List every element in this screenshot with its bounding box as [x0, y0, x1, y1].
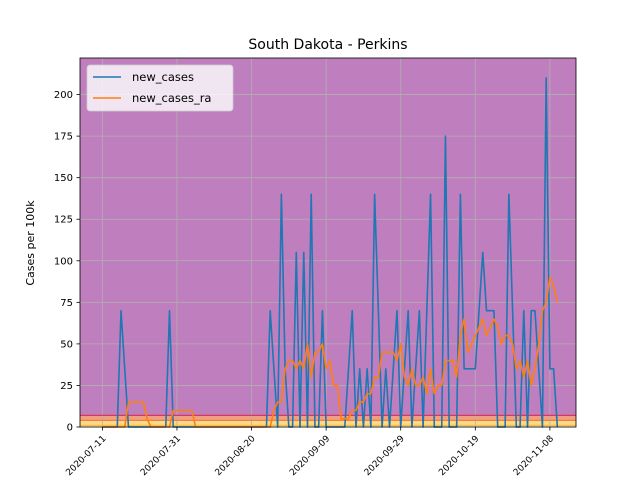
y-tick-label: 175 — [54, 132, 73, 143]
y-tick-label: 0 — [67, 423, 73, 434]
legend: new_cases new_cases_ra — [86, 64, 234, 112]
x-tick-label: 2020-07-31 — [139, 434, 183, 478]
x-tick-label: 2020-09-29 — [363, 434, 407, 478]
x-tick-label: 2020-10-19 — [437, 434, 481, 478]
background-band-1 — [80, 415, 576, 421]
background-band-2 — [80, 420, 576, 426]
legend-label-new_cases: new_cases — [132, 70, 194, 84]
y-tick-label: 100 — [54, 256, 73, 267]
y-tick-label: 125 — [54, 215, 73, 226]
background-band-0 — [80, 58, 576, 416]
x-tick-label: 2020-07-11 — [64, 434, 108, 478]
series-lines — [102, 77, 559, 428]
background-bands — [80, 58, 576, 427]
chart-title: South Dakota - Perkins — [248, 37, 407, 53]
plot-frame — [79, 57, 577, 428]
series-line-new_cases — [102, 77, 559, 428]
y-axis-label: Cases per 100k — [24, 200, 37, 286]
series-line-new_cases_ra — [102, 276, 559, 428]
background-band-3 — [80, 425, 576, 427]
grid — [80, 58, 576, 428]
y-tick-label: 150 — [54, 173, 73, 184]
y-tick-label: 75 — [60, 298, 73, 309]
y-tick-label: 50 — [60, 339, 73, 350]
x-tick-label: 2020-08-20 — [214, 434, 258, 478]
legend-box — [86, 64, 234, 112]
x-tick-label: 2020-09-09 — [288, 434, 332, 478]
x-tick-label: 2020-11-08 — [512, 434, 556, 478]
threshold-lines — [80, 414, 576, 426]
axes — [79, 57, 577, 428]
legend-label-new_cases_ra: new_cases_ra — [132, 91, 211, 105]
y-tick-label: 25 — [60, 381, 73, 392]
y-tick-label: 200 — [54, 90, 73, 101]
